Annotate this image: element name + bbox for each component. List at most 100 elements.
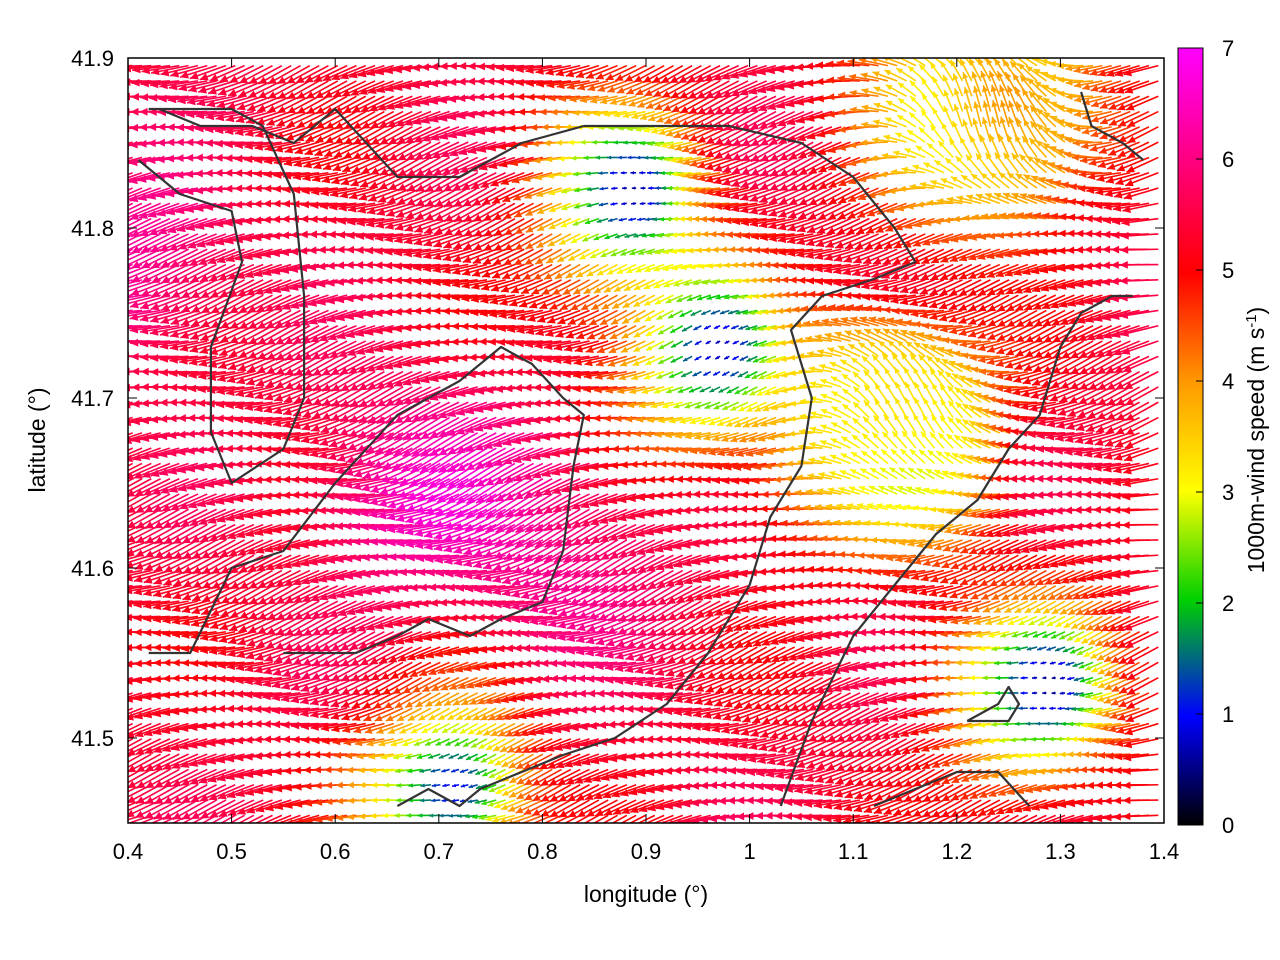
wind-vector-head <box>159 341 169 350</box>
wind-vector-head <box>550 691 560 699</box>
wind-vector-head <box>291 491 300 499</box>
wind-vector-head <box>549 674 559 683</box>
wind-vector-head <box>190 674 199 682</box>
wind-vector-head <box>244 460 253 468</box>
wind-vector-head <box>116 456 125 463</box>
wind-vector-head <box>128 535 136 543</box>
wind-vector-head <box>218 635 228 644</box>
wind-vector-head <box>191 305 201 313</box>
wind-vector-head <box>133 628 142 637</box>
wind-vector <box>128 187 161 201</box>
wind-vector-head <box>506 339 515 347</box>
wind-vector-head <box>229 565 239 574</box>
wind-vector <box>128 768 152 784</box>
wind-vector-head <box>207 721 216 730</box>
wind-vector-head <box>116 548 125 555</box>
wind-vector-head <box>215 461 224 470</box>
wind-vector-head <box>263 431 272 440</box>
wind-vector-head <box>272 720 281 729</box>
wind-vector-head <box>264 786 273 794</box>
wind-vector-head <box>326 522 335 531</box>
wind-vector-head <box>149 328 159 336</box>
wind-vector-head <box>140 353 149 362</box>
wind-vector-head <box>106 698 115 705</box>
wind-vector <box>128 279 133 282</box>
wind-vector-head <box>541 675 550 683</box>
wind-vector-head <box>153 811 163 820</box>
wind-vector-head <box>438 78 448 87</box>
wind-vector-head <box>282 460 291 469</box>
wind-vector-head <box>153 521 163 529</box>
wind-vector-head <box>118 781 127 788</box>
wind-vector-head <box>290 721 300 730</box>
wind-vector-head <box>129 325 139 334</box>
wind-vector-head <box>301 736 310 744</box>
wind-vector-head <box>169 485 179 493</box>
wind-vector-head <box>458 62 467 70</box>
wind-vector-head <box>153 577 163 585</box>
wind-vector-head <box>114 420 123 428</box>
wind-vector-head <box>160 260 170 268</box>
wind-vector-head <box>103 246 112 253</box>
wind-vector-head <box>163 812 173 820</box>
wind-vector-head <box>317 506 326 515</box>
wind-vector-head <box>180 724 189 733</box>
wind-vector-head <box>476 77 485 86</box>
wind-vector-head <box>161 290 171 298</box>
wind-vector-head <box>185 205 195 214</box>
wind-vector-head <box>205 221 215 229</box>
wind-vector-head <box>135 549 145 557</box>
wind-vector-head <box>266 627 276 635</box>
wind-vector <box>128 722 152 735</box>
wind-vector-head <box>253 691 262 700</box>
wind-vector-head <box>549 659 558 668</box>
wind-vector-head <box>178 83 188 92</box>
wind-vector-head <box>128 713 134 721</box>
wind-vector-head <box>159 468 169 476</box>
wind-vector-head <box>208 674 217 683</box>
wind-vector-head <box>280 231 290 240</box>
wind-vector-head <box>128 561 134 569</box>
wind-vector-head <box>449 614 458 623</box>
wind-vector-head <box>549 825 557 832</box>
wind-vector-head <box>159 81 168 90</box>
wind-vector-head <box>173 551 183 559</box>
wind-vector-head <box>273 544 283 552</box>
wind-vector-head <box>162 616 171 625</box>
wind-vector-head <box>347 797 355 804</box>
wind-vector-head <box>161 708 171 717</box>
wind-vector-head <box>439 813 444 818</box>
wind-vector-head <box>374 247 383 255</box>
wind-vector-head <box>409 583 418 592</box>
wind-vector-head <box>253 493 263 501</box>
wind-vector-head <box>486 109 495 117</box>
wind-vector-head <box>96 681 105 689</box>
wind-vector <box>128 462 143 472</box>
wind-vector-head <box>235 753 244 762</box>
wind-vector-head <box>100 765 109 772</box>
wind-vector-head <box>91 337 99 345</box>
wind-vector-head <box>264 527 273 535</box>
wind-vectors <box>91 58 1159 832</box>
wind-vector-head <box>318 230 327 239</box>
wind-vector-head <box>109 765 118 772</box>
wind-vector-head <box>113 78 121 86</box>
wind-vector-head <box>200 633 209 641</box>
wind-vector-head <box>107 715 116 722</box>
wind-vector-head <box>145 796 155 804</box>
wind-vector-head <box>194 138 204 147</box>
wind-vector-head <box>236 102 246 111</box>
wind-vector-head <box>108 794 117 801</box>
wind-vector-head <box>275 596 285 604</box>
wind-vector-head <box>209 647 218 655</box>
wind-vector-head <box>139 326 149 335</box>
wind-vector-head <box>262 232 271 241</box>
wind-vector <box>128 187 152 199</box>
wind-vector-head <box>153 659 161 667</box>
wind-vector-head <box>370 553 379 562</box>
wind-vector-head <box>486 92 495 101</box>
wind-vector-head <box>167 449 177 457</box>
wind-vector-head <box>479 323 488 331</box>
wind-vector <box>128 217 143 227</box>
wind-vector-head <box>234 494 244 503</box>
